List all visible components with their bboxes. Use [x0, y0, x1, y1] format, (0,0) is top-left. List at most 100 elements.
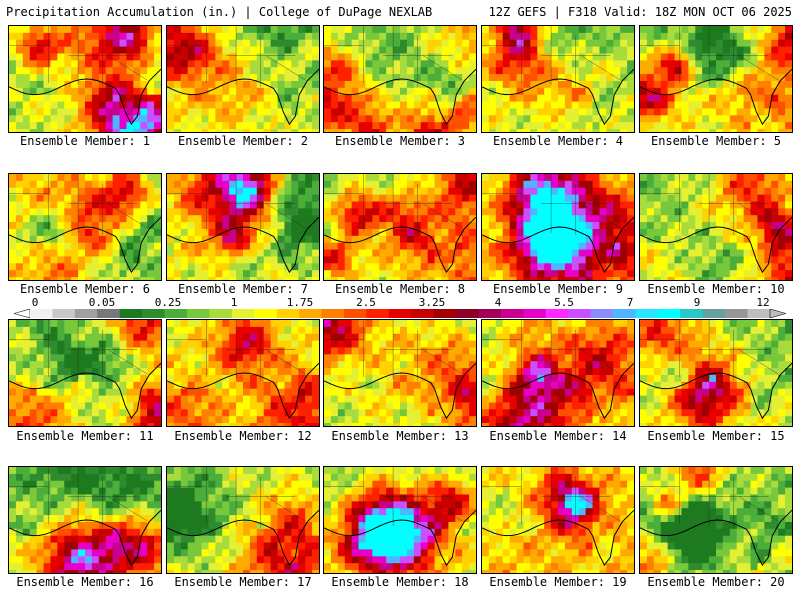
colorbar-swatch	[456, 309, 479, 318]
precip-field	[482, 26, 634, 132]
precip-field	[324, 467, 476, 573]
coastline	[167, 216, 319, 274]
colorbar-swatch	[613, 309, 636, 318]
colorbar-tick-label: 4	[494, 296, 502, 309]
colorbar-tick-label: 0.05	[88, 296, 116, 309]
member-caption: Ensemble Member: 5	[650, 134, 782, 148]
ensemble-member-map	[639, 25, 793, 133]
ensemble-member-map	[323, 319, 477, 427]
state-borders	[167, 174, 306, 235]
colorbar-swatch	[52, 309, 76, 318]
coastline	[640, 68, 792, 126]
coastline	[482, 509, 634, 567]
colorbar-swatch	[702, 309, 726, 318]
ensemble-member-map	[481, 25, 635, 133]
colorbar-swatch	[657, 309, 681, 318]
precip-field	[482, 174, 634, 280]
precip-field	[640, 320, 792, 426]
colorbar-swatch	[209, 309, 233, 318]
state-borders	[640, 26, 779, 87]
state-borders	[640, 467, 779, 528]
state-borders	[482, 174, 621, 235]
colorbar-min-arrow	[14, 309, 31, 318]
header: Precipitation Accumulation (in.) | Colle…	[0, 0, 800, 22]
precip-field	[324, 26, 476, 132]
coastline	[324, 509, 476, 567]
colorbar-tick-label: 3.25	[418, 296, 446, 309]
colorbar-swatch	[545, 309, 569, 318]
state-borders	[640, 320, 779, 381]
colorbar-swatch	[276, 309, 300, 318]
ensemble-member-map	[323, 466, 477, 574]
coastline	[9, 509, 161, 567]
member-caption: Ensemble Member: 18	[331, 575, 469, 589]
colorbar-swatch	[321, 309, 345, 318]
ensemble-member-map	[8, 173, 162, 281]
colorbar-swatch	[97, 309, 120, 318]
colorbar-swatch	[590, 309, 614, 318]
ensemble-member-map	[481, 319, 635, 427]
colorbar-swatch	[388, 309, 412, 318]
coastline	[9, 68, 161, 126]
precip-colorbar	[14, 309, 786, 318]
member-caption: Ensemble Member: 6	[19, 282, 151, 296]
state-borders	[482, 320, 621, 381]
state-borders	[9, 467, 148, 528]
colorbar-tick-label: 1.75	[286, 296, 314, 309]
colorbar-swatch	[299, 309, 322, 318]
colorbar-swatch	[74, 309, 98, 318]
member-caption: Ensemble Member: 17	[174, 575, 312, 589]
colorbar-swatch	[119, 309, 143, 318]
coastline	[9, 362, 161, 420]
colorbar-swatch	[186, 309, 210, 318]
colorbar-tick-label: 5.5	[554, 296, 574, 309]
colorbar-swatch	[366, 309, 390, 318]
colorbar-swatch	[343, 309, 367, 318]
coastline	[482, 216, 634, 274]
precip-field	[482, 467, 634, 573]
colorbar-tick-label: 1	[230, 296, 238, 309]
coastline	[640, 509, 792, 567]
colorbar-swatch	[164, 309, 188, 318]
colorbar-swatch	[725, 309, 748, 318]
state-borders	[9, 320, 148, 381]
member-caption: Ensemble Member: 4	[492, 134, 624, 148]
colorbar-swatch	[433, 309, 457, 318]
ensemble-member-map	[323, 173, 477, 281]
coastline	[482, 68, 634, 126]
ensemble-member-map	[166, 319, 320, 427]
member-caption: Ensemble Member: 19	[489, 575, 627, 589]
coastline	[640, 216, 792, 274]
colorbar-swatch	[500, 309, 524, 318]
precip-field	[482, 320, 634, 426]
state-borders	[482, 26, 621, 87]
member-caption: Ensemble Member: 1	[19, 134, 151, 148]
member-caption: Ensemble Member: 3	[334, 134, 466, 148]
colorbar-swatch	[478, 309, 502, 318]
ensemble-member-map	[8, 25, 162, 133]
run-info: 12Z GEFS | F318 Valid: 18Z MON OCT 06 20…	[488, 5, 792, 19]
state-borders	[9, 174, 148, 235]
colorbar-swatch	[142, 309, 165, 318]
member-caption: Ensemble Member: 2	[177, 134, 309, 148]
map-title: Precipitation Accumulation (in.) | Colle…	[6, 5, 433, 19]
coastline	[324, 362, 476, 420]
colorbar-swatch	[635, 309, 659, 318]
precip-field	[324, 320, 476, 426]
colorbar-tick-label: 2.5	[356, 296, 376, 309]
state-borders	[482, 467, 621, 528]
ensemble-member-map	[481, 466, 635, 574]
precip-field	[167, 174, 319, 280]
ensemble-member-map	[166, 173, 320, 281]
state-borders	[167, 467, 306, 528]
colorbar-swatch	[747, 309, 771, 318]
precip-field	[167, 320, 319, 426]
state-borders	[640, 174, 779, 235]
member-caption: Ensemble Member: 9	[492, 282, 624, 296]
coastline	[324, 68, 476, 126]
member-caption: Ensemble Member: 7	[177, 282, 309, 296]
precip-field	[9, 320, 161, 426]
member-caption: Ensemble Member: 14	[489, 429, 627, 443]
state-borders	[167, 320, 306, 381]
member-caption: Ensemble Member: 16	[16, 575, 154, 589]
